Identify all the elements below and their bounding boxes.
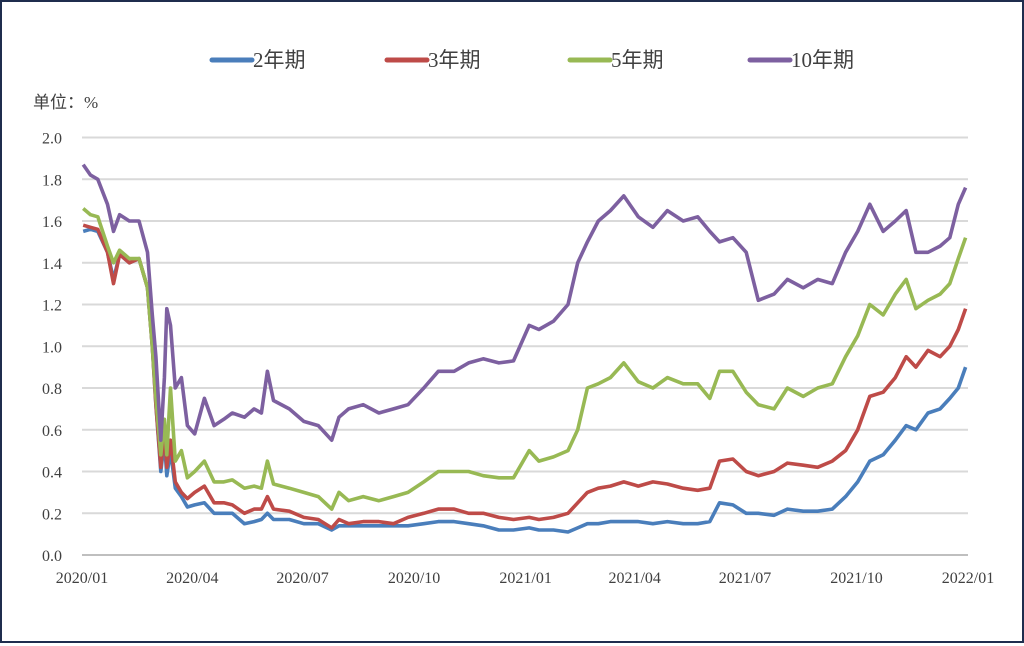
y-tick-label: 1.2: [42, 298, 62, 315]
legend-item: 10年期: [747, 48, 854, 72]
series-line-2: [82, 223, 968, 530]
x-tick-label: 2020/10: [388, 570, 440, 587]
x-tick-label: 2020/01: [56, 570, 108, 587]
x-tick-label: 2021/10: [830, 570, 882, 587]
legend-item: 5年期: [567, 48, 664, 72]
legend-item: 2年期: [209, 48, 306, 72]
x-axis-ticks: 2020/01 2020/04 2020/07 2020/10 2021/01 2021/…: [56, 570, 994, 587]
x-tick-label: 2021/04: [608, 570, 660, 587]
y-tick-label: 1.8: [42, 172, 62, 189]
x-tick-label: 2020/07: [276, 570, 328, 587]
y-tick-label: 0.0: [42, 548, 62, 565]
x-tick-label: 2022/01: [942, 570, 994, 587]
y-tick-label: 0.6: [42, 423, 62, 440]
y-tick-label: 1.4: [42, 256, 62, 273]
series-line-3: [82, 207, 968, 511]
legend: 2年期 3年期 5年期 10年期: [209, 48, 854, 72]
y-tick-label: 0.2: [42, 506, 62, 523]
legend-item: 3年期: [384, 48, 481, 72]
x-tick-label: 2020/04: [166, 570, 218, 587]
y-tick-label: 2.0: [42, 131, 62, 148]
legend-label: 5年期: [611, 48, 664, 72]
y-tick-label: 1.6: [42, 214, 62, 231]
x-tick-label: 2021/07: [719, 570, 771, 587]
unit-label: 单位：%: [33, 93, 98, 112]
series-line-4: [81, 163, 968, 443]
y-tick-label: 1.0: [42, 339, 62, 356]
x-tick-label: 2021/01: [499, 570, 551, 587]
legend-label: 3年期: [428, 48, 481, 72]
legend-label: 2年期: [253, 48, 306, 72]
y-tick-label: 0.4: [42, 465, 62, 482]
series-lines: [81, 163, 968, 534]
gridlines: [82, 136, 968, 556]
y-tick-label: 0.8: [42, 381, 62, 398]
legend-label: 10年期: [791, 48, 854, 72]
y-axis-ticks: 0.0 0.2 0.4 0.6 0.8 1.0 1.2 1.4 1.6 1.8 2.0: [42, 131, 62, 566]
